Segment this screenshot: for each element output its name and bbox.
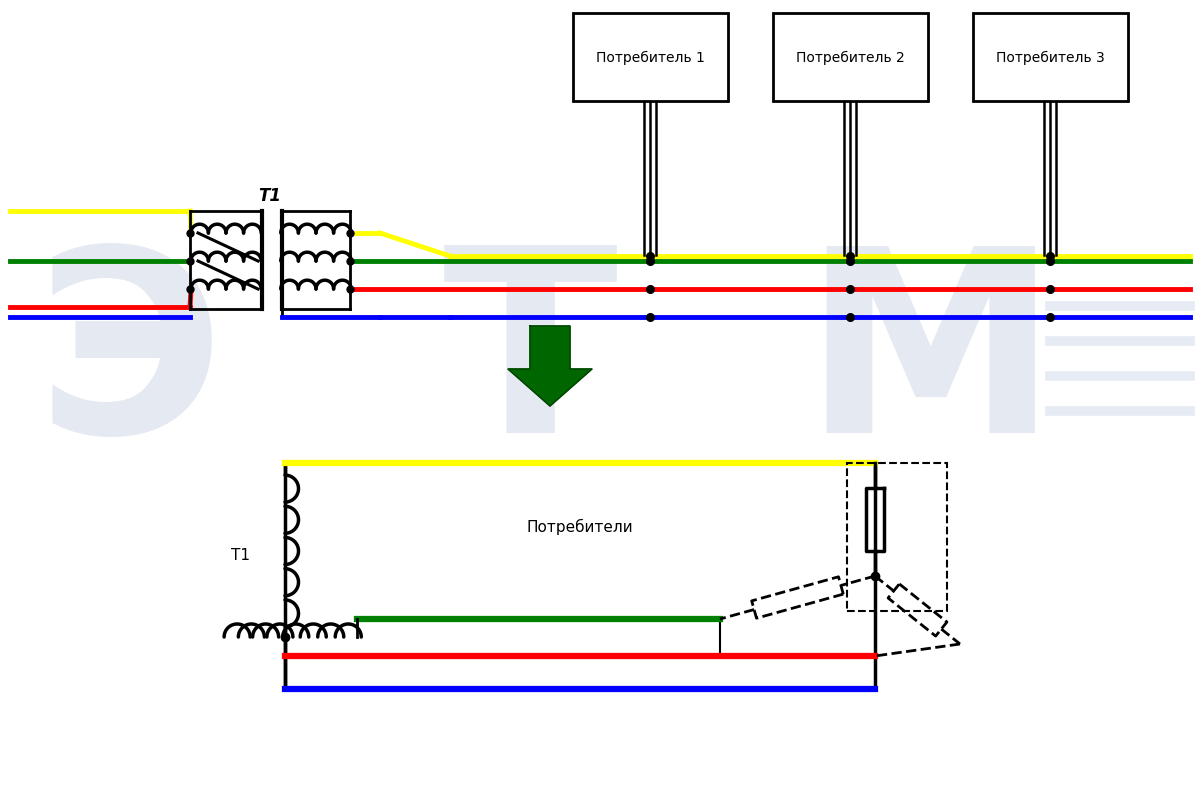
Text: Потребитель 3: Потребитель 3 (996, 51, 1104, 65)
Bar (847, 463, 947, 611)
Text: T1: T1 (232, 547, 250, 562)
Text: М: М (802, 238, 1058, 486)
Text: Потребитель 1: Потребитель 1 (595, 51, 704, 65)
Text: T1: T1 (258, 187, 282, 204)
Polygon shape (508, 327, 592, 406)
Text: Э: Э (36, 238, 224, 486)
Text: Потребитель 2: Потребитель 2 (796, 51, 905, 65)
Text: Т: Т (443, 238, 618, 486)
Bar (773, 14, 928, 102)
Text: Потребители: Потребители (527, 518, 634, 534)
Bar (972, 14, 1128, 102)
Bar (572, 14, 727, 102)
